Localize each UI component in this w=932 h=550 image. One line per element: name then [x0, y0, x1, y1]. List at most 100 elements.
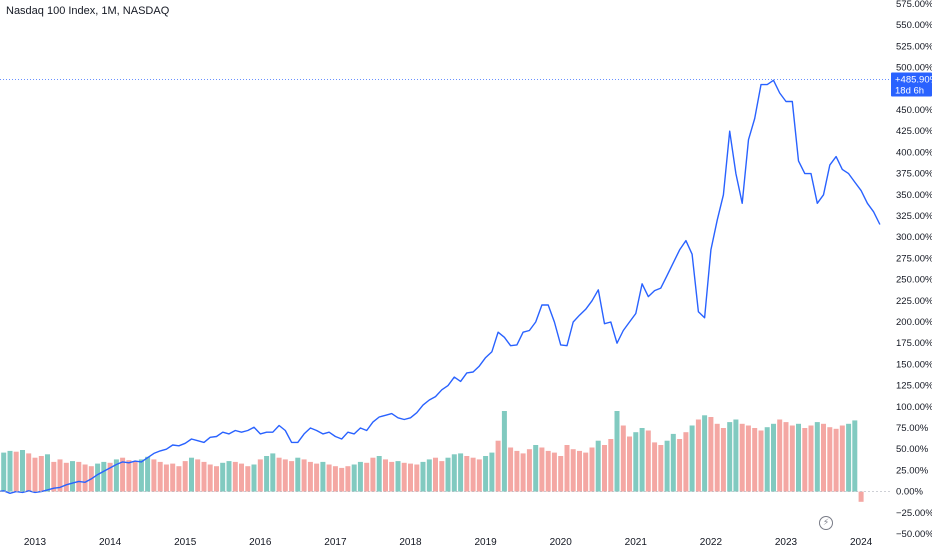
- volume-bar: [614, 411, 620, 492]
- y-tick-label: −25.00%: [896, 508, 932, 519]
- volume-bar: [120, 457, 126, 492]
- y-tick-label: 100.00%: [896, 402, 932, 413]
- volume-bar: [821, 423, 826, 492]
- volume-bar: [414, 464, 420, 492]
- volume-bar: [289, 461, 295, 492]
- volume-bar: [458, 453, 464, 492]
- volume-bar: [689, 425, 695, 492]
- volume-bar: [683, 432, 689, 492]
- volume-bar: [764, 427, 770, 492]
- lightning-icon[interactable]: ⚡: [819, 516, 833, 530]
- volume-bar: [633, 432, 639, 492]
- volume-bar: [739, 423, 745, 492]
- volume-bar: [326, 464, 332, 492]
- volume-bar: [827, 427, 833, 492]
- volume-bar: [170, 463, 176, 492]
- volume-bar: [276, 457, 282, 492]
- volume-bar: [771, 423, 776, 492]
- volume-bar: [20, 450, 25, 492]
- volume-bar: [32, 457, 38, 492]
- volume-bar: [789, 425, 795, 492]
- volume-bar: [539, 447, 545, 492]
- volume-bar: [101, 461, 107, 492]
- y-tick-label: 0.00%: [896, 487, 923, 498]
- volume-bar: [564, 445, 570, 492]
- volume-bar: [264, 456, 270, 492]
- volume-bar: [846, 423, 852, 492]
- volume-bar: [639, 428, 645, 492]
- x-tick-label: 2015: [174, 537, 197, 548]
- volume-bar: [577, 450, 582, 492]
- y-tick-label: 175.00%: [896, 338, 932, 349]
- volume-bar: [26, 453, 32, 492]
- volume-bar: [558, 456, 564, 492]
- volume-bar: [852, 420, 858, 492]
- y-tick-label: 225.00%: [896, 296, 932, 307]
- x-tick-label: 2023: [775, 537, 798, 548]
- volume-bar: [520, 453, 526, 492]
- volume-bar: [314, 463, 320, 492]
- y-tick-label: 50.00%: [896, 444, 929, 455]
- x-tick-label: 2018: [399, 537, 422, 548]
- y-tick-label: 550.00%: [896, 20, 932, 31]
- volume-bar: [570, 449, 576, 492]
- volume-bar: [777, 419, 783, 492]
- volume-bar: [783, 422, 789, 492]
- volume-bar: [126, 460, 132, 492]
- y-tick-label: 125.00%: [896, 381, 932, 392]
- y-tick-label: 575.00%: [896, 0, 932, 10]
- volume-bar: [70, 461, 75, 492]
- volume-bar: [113, 459, 119, 492]
- volume-bar: [802, 428, 808, 492]
- volume-bar: [495, 440, 501, 492]
- y-tick-label: 150.00%: [896, 359, 932, 370]
- volume-bar: [51, 461, 57, 492]
- volume-bar: [752, 428, 758, 492]
- x-tick-label: 2024: [850, 537, 873, 548]
- volume-bar: [257, 459, 263, 492]
- volume-bar: [695, 419, 701, 492]
- volume-bar: [395, 461, 401, 492]
- x-tick-label: 2014: [99, 537, 122, 548]
- volume-histogram: [1, 411, 864, 502]
- y-tick-label: −50.00%: [896, 529, 932, 540]
- x-tick-label: 2017: [324, 537, 347, 548]
- volume-bar: [508, 447, 514, 492]
- volume-bar: [408, 463, 413, 492]
- volume-bar: [439, 461, 445, 492]
- volume-bar: [239, 463, 244, 492]
- volume-bar: [45, 454, 50, 492]
- volume-bar: [95, 463, 101, 492]
- volume-bar: [401, 462, 407, 492]
- volume-bar: [727, 422, 733, 492]
- y-tick-label: 400.00%: [896, 147, 932, 158]
- x-tick-label: 2020: [550, 537, 573, 548]
- volume-bar: [526, 449, 532, 492]
- volume-bar: [814, 422, 820, 492]
- volume-bar: [364, 462, 370, 492]
- volume-bar: [589, 447, 595, 492]
- x-tick-label: 2022: [700, 537, 723, 548]
- y-tick-label: 525.00%: [896, 41, 932, 52]
- volume-bar: [476, 459, 482, 492]
- volume-bar: [451, 454, 457, 492]
- volume-bar: [383, 459, 388, 492]
- volume-bar: [426, 459, 432, 492]
- volume-bar: [107, 462, 113, 492]
- volume-bar: [182, 461, 188, 492]
- volume-bar: [13, 451, 19, 492]
- volume-bar: [608, 439, 614, 492]
- volume-bar: [351, 464, 357, 492]
- volume-bar: [82, 464, 88, 492]
- volume-bar: [207, 464, 213, 492]
- volume-bar: [620, 425, 626, 492]
- volume-bar: [514, 450, 520, 492]
- volume-bar: [226, 461, 232, 492]
- volume-bar: [195, 459, 201, 492]
- y-tick-label: 300.00%: [896, 232, 932, 243]
- volume-bar: [745, 425, 751, 492]
- volume-bar: [345, 466, 351, 492]
- y-tick-label: 325.00%: [896, 211, 932, 222]
- volume-bar: [214, 466, 219, 492]
